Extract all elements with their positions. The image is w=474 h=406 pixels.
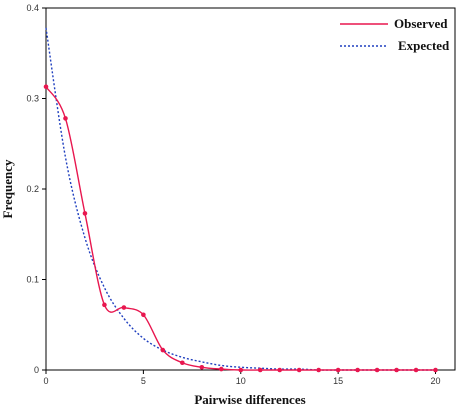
observed-data-point [82, 211, 88, 216]
observed-data-point [394, 367, 399, 373]
plot-frame [45, 7, 456, 371]
y-tick-label: 0.2 [26, 184, 39, 194]
observed-data-point [296, 367, 302, 373]
observed-data-point [102, 302, 107, 308]
observed-data-point [180, 360, 185, 366]
observed-data-point [413, 367, 419, 373]
expected-series-line [45, 27, 436, 371]
y-tick-label: 0.4 [26, 3, 39, 13]
observed-data-point [316, 367, 321, 373]
legend: Observed Expected [334, 12, 450, 58]
observed-data-point [335, 367, 341, 373]
series-layer [43, 27, 438, 373]
observed-data-point [63, 116, 68, 121]
observed-data-point [374, 367, 380, 373]
observed-data-point [141, 312, 146, 318]
y-tick-label: 0.1 [26, 275, 39, 285]
observed-data-point [199, 364, 205, 370]
x-tick-label: 0 [43, 376, 48, 386]
observed-series-line [45, 86, 436, 371]
legend-expected-label: Expected [398, 38, 450, 53]
x-axis: 0 5 10 15 20 [43, 370, 441, 386]
x-tick-label: 5 [141, 376, 146, 386]
observed-data-point [218, 366, 224, 372]
x-tick-label: 20 [431, 376, 441, 386]
y-axis-title: Frequency [0, 159, 15, 218]
y-axis: 0 0.1 0.2 0.3 0.4 [26, 3, 46, 375]
x-tick-label: 10 [236, 376, 246, 386]
observed-data-point [238, 367, 244, 373]
y-tick-label: 0.3 [26, 94, 39, 104]
observed-data-point [43, 84, 49, 90]
observed-data-point [433, 367, 438, 373]
x-axis-title: Pairwise differences [194, 392, 305, 406]
observed-data-point [160, 347, 166, 353]
observed-data-point [121, 305, 127, 310]
x-tick-label: 15 [333, 376, 343, 386]
observed-data-point [277, 367, 283, 373]
legend-box [334, 12, 450, 58]
y-tick-label: 0 [34, 365, 39, 375]
observed-data-point [355, 367, 360, 373]
legend-observed-label: Observed [394, 16, 448, 31]
observed-data-point [257, 367, 263, 373]
